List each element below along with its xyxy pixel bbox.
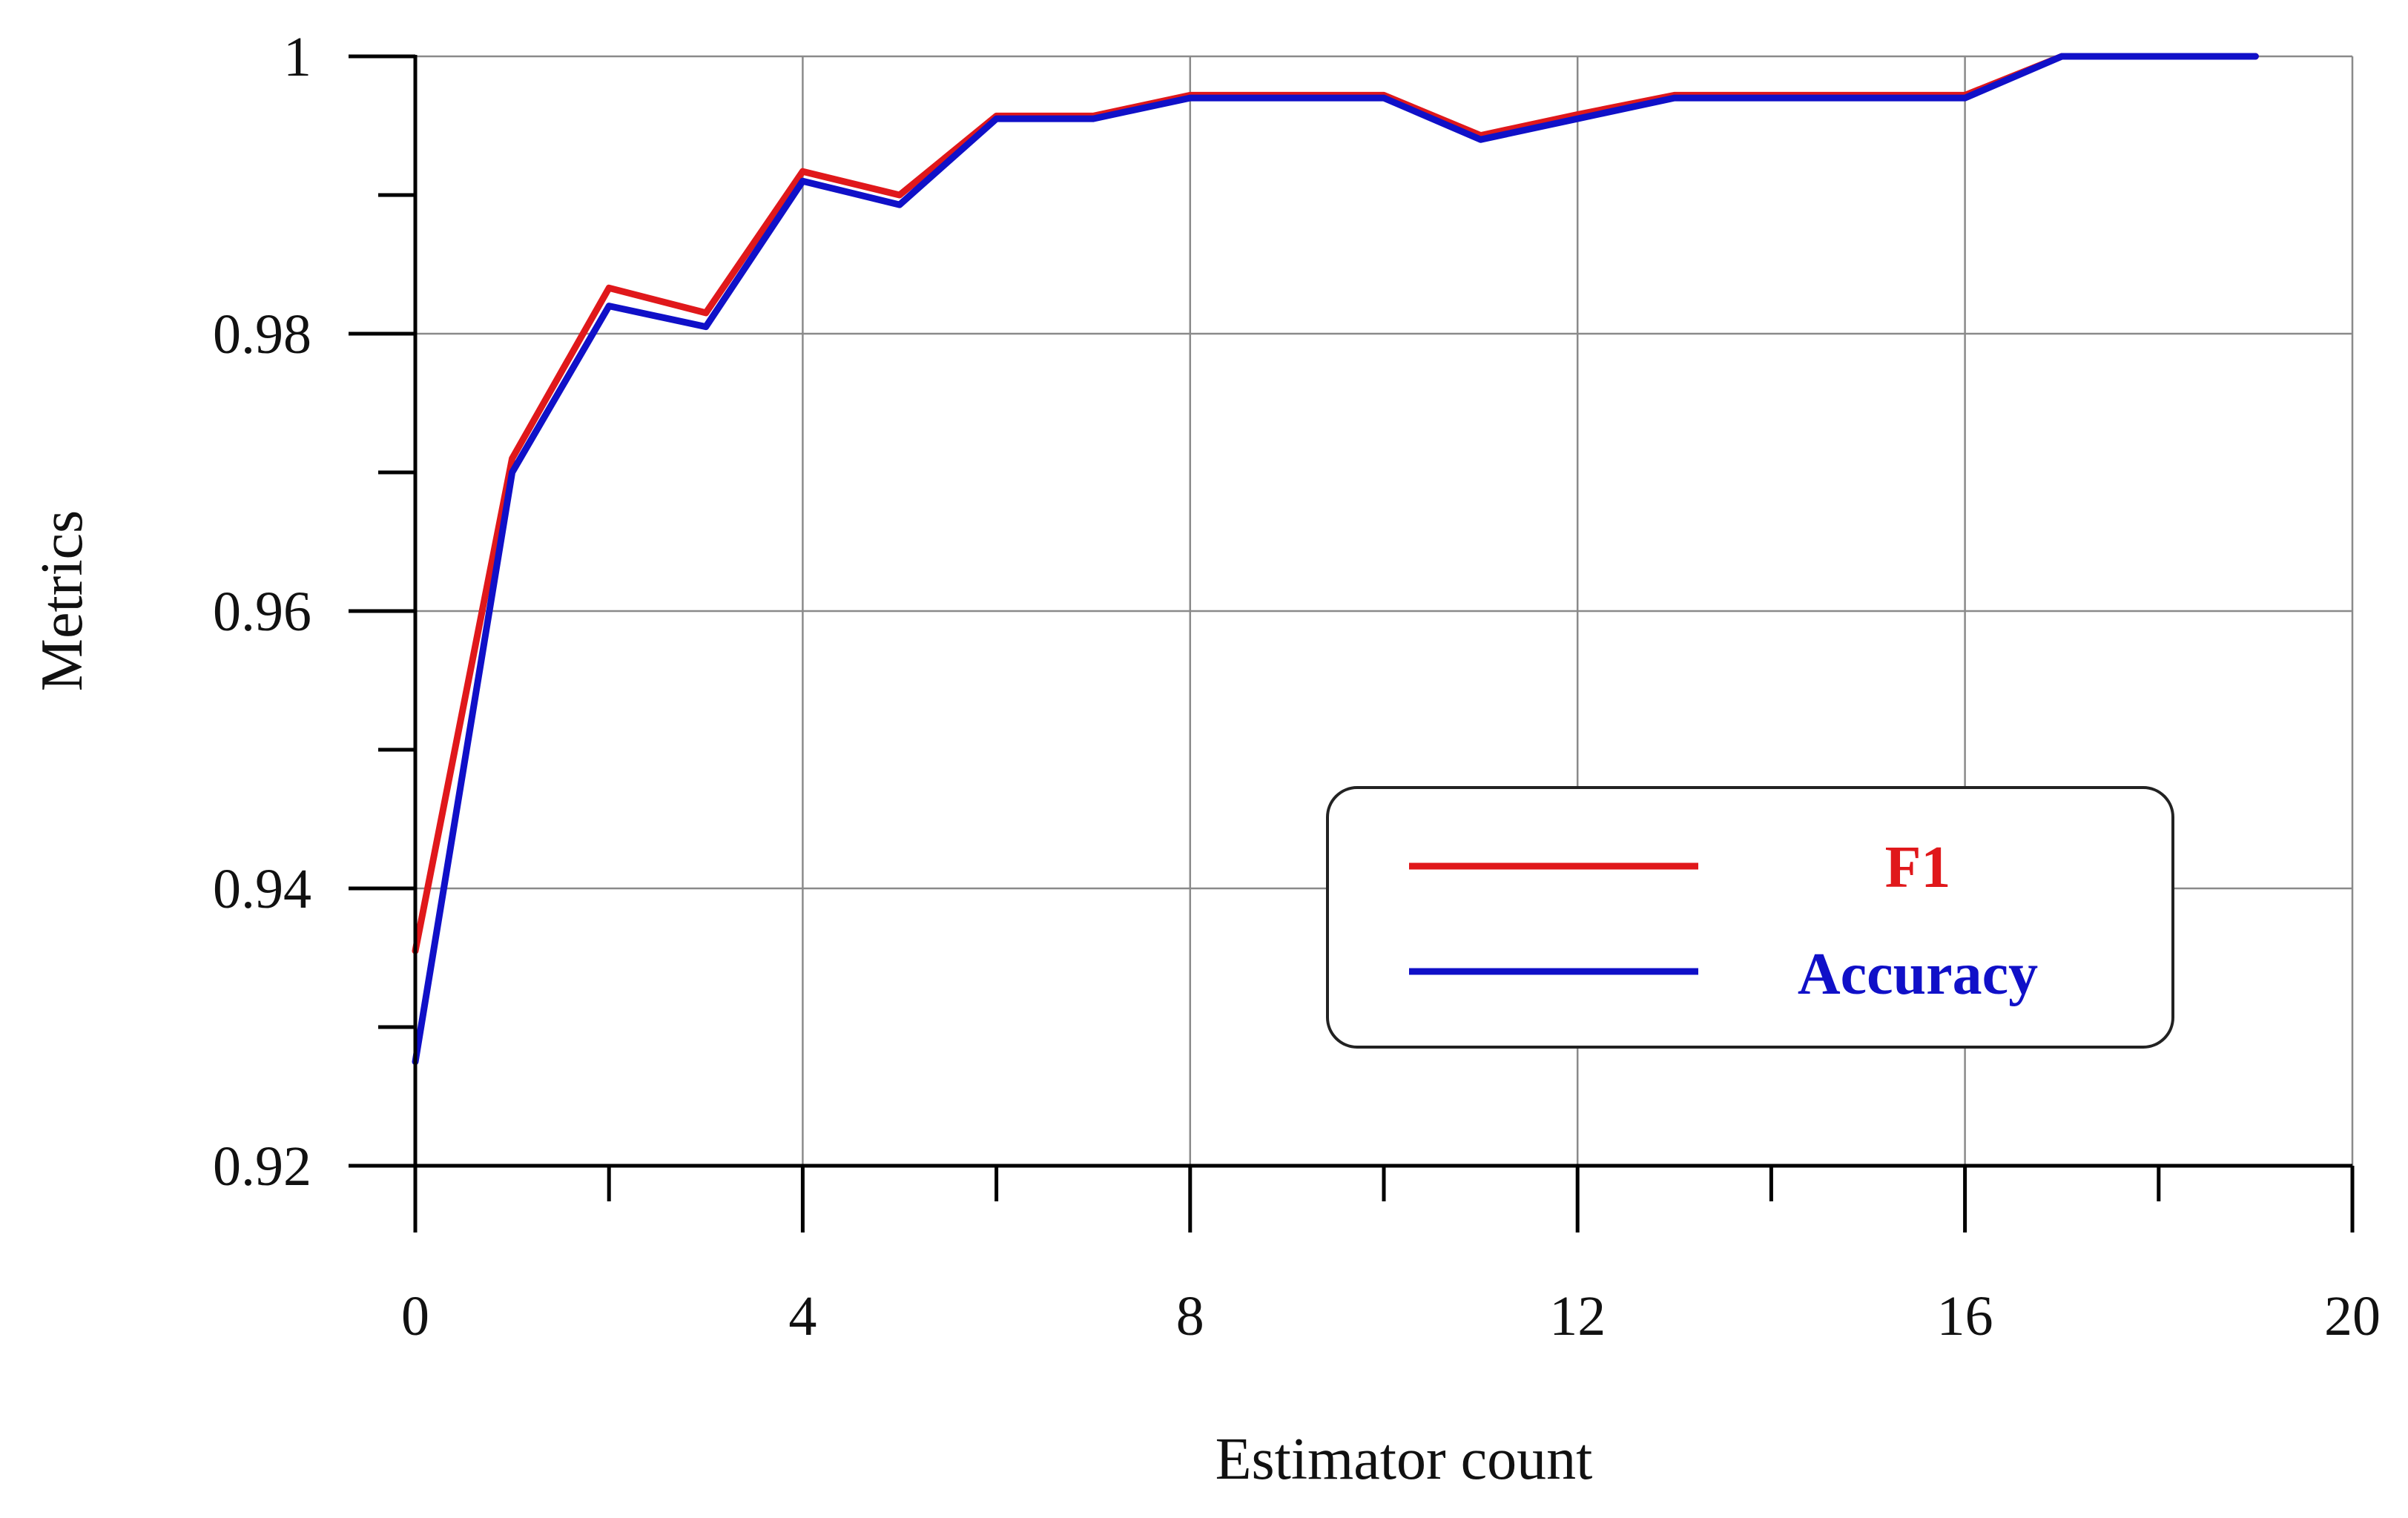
- axes: [349, 54, 2355, 1232]
- series-lines: [412, 53, 2259, 1066]
- legend-label-accuracy: Accuracy: [1798, 942, 2038, 1007]
- x-tick-label: 12: [1549, 1285, 1606, 1347]
- y-tick-label: 1: [283, 26, 311, 88]
- series-line-accuracy: [412, 53, 2259, 1066]
- legend: F1 Accuracy: [1326, 786, 2174, 1049]
- x-tick-label: 20: [2324, 1285, 2381, 1347]
- x-tick-label: 0: [401, 1285, 429, 1347]
- y-tick-label: 0.98: [213, 303, 311, 366]
- x-tick-label: 4: [788, 1285, 817, 1347]
- legend-label-f1: F1: [1885, 835, 1951, 900]
- x-tick-label: 16: [1937, 1285, 1993, 1347]
- legend-box: [1326, 786, 2174, 1049]
- y-tick-label: 0.92: [213, 1135, 311, 1198]
- tick-labels: 0.92 0.94 0.96 0.98 1 0 4 8 12 16 20: [213, 26, 2381, 1347]
- x-axis-title: Estimator count: [1215, 1427, 1593, 1492]
- y-axis-title: Metrics: [30, 510, 95, 691]
- y-tick-label: 0.96: [213, 581, 311, 643]
- y-tick-label: 0.94: [213, 858, 311, 920]
- x-tick-label: 8: [1176, 1285, 1204, 1347]
